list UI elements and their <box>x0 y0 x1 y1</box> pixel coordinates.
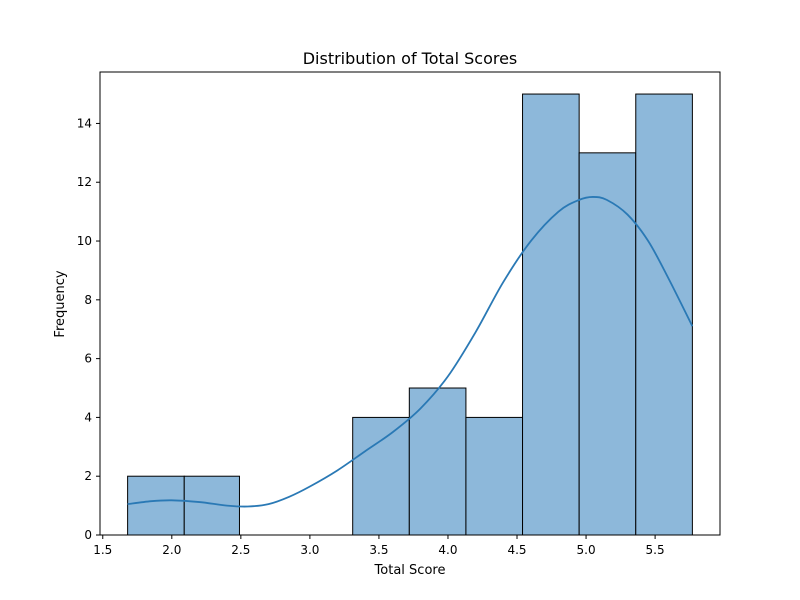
histogram-bar-6 <box>465 416 524 536</box>
chart-title: Distribution of Total Scores <box>303 49 518 68</box>
x-tick-label: 3.0 <box>300 543 319 557</box>
kde-line <box>127 196 694 508</box>
y-tick-label: 0 <box>84 528 92 542</box>
y-tick-label: 10 <box>77 234 92 248</box>
histogram-bar-8 <box>578 152 637 536</box>
histogram-bar-5 <box>408 387 467 536</box>
x-tick-label: 3.5 <box>369 543 388 557</box>
y-tick-label: 8 <box>84 293 92 307</box>
x-tick-label: 5.0 <box>577 543 596 557</box>
histogram-bar-4 <box>352 416 410 536</box>
x-tick-label: 1.5 <box>93 543 112 557</box>
x-tick-label: 4.0 <box>438 543 457 557</box>
y-tick-label: 4 <box>84 410 92 424</box>
y-tick-label: 2 <box>84 469 92 483</box>
x-axis-title: Total Score <box>374 563 446 578</box>
plot-frame <box>99 71 721 536</box>
y-tick-label: 12 <box>77 175 92 189</box>
x-tick-label: 5.5 <box>646 543 665 557</box>
x-tick-label: 2.0 <box>162 543 181 557</box>
x-tick-label: 2.5 <box>231 543 250 557</box>
y-tick-label: 14 <box>77 116 92 130</box>
histogram-bar-7 <box>522 93 580 536</box>
y-tick-label: 6 <box>84 352 92 366</box>
x-tick-label: 4.5 <box>507 543 526 557</box>
histogram-bar-9 <box>635 93 693 536</box>
histogram-bar-0 <box>127 475 185 536</box>
y-axis-title: Frequency <box>53 270 68 337</box>
